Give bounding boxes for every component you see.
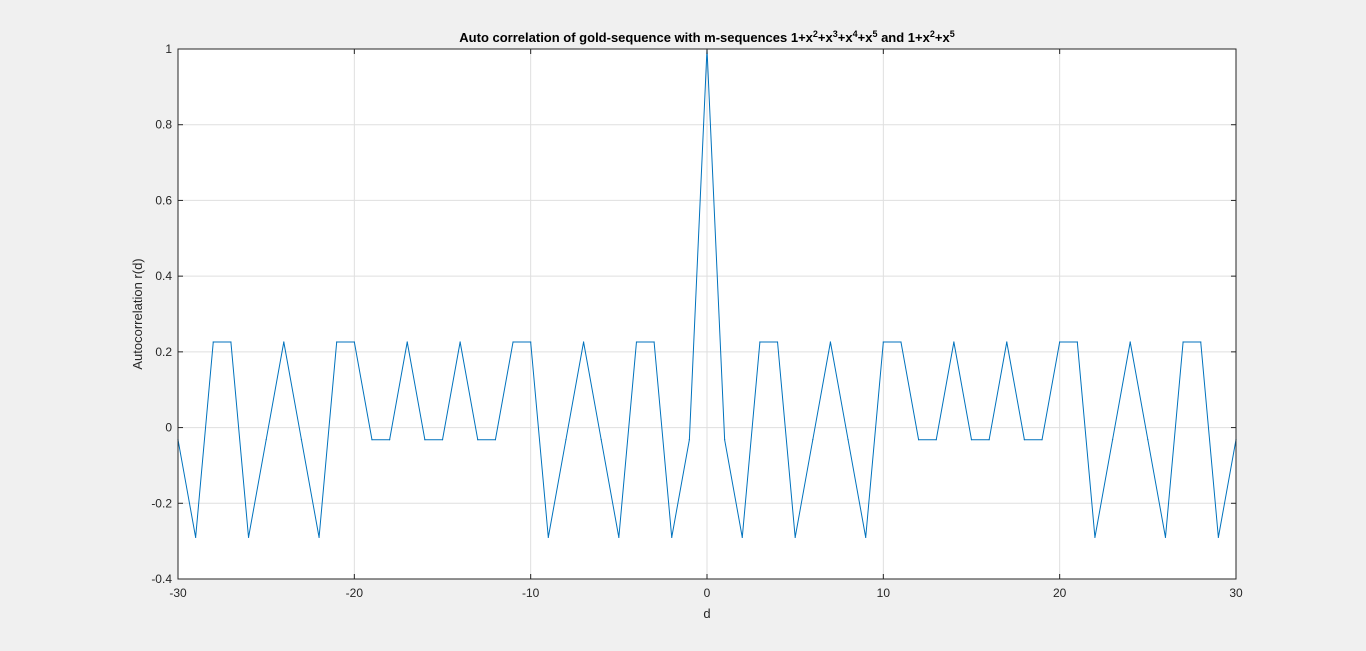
data-point: [195, 536, 197, 538]
data-point: [953, 341, 955, 343]
data-point: [741, 536, 743, 538]
data-point: [600, 439, 602, 441]
data-point: [547, 536, 549, 538]
data-point: [530, 341, 532, 343]
data-point: [212, 341, 214, 343]
title-superscript: 2: [813, 29, 818, 39]
data-point: [353, 341, 355, 343]
data-point: [230, 341, 232, 343]
x-tick-label: 30: [1229, 586, 1243, 600]
title-segment: and 1+x: [877, 30, 930, 45]
title-superscript: 4: [853, 29, 858, 39]
title-segment: +x: [858, 30, 874, 45]
x-tick-label: -20: [346, 586, 364, 600]
title-segment: +x: [838, 30, 854, 45]
data-point: [970, 439, 973, 441]
x-tick-label: 0: [704, 586, 711, 600]
data-point: [776, 341, 779, 343]
x-tick-label: 10: [877, 586, 891, 600]
y-tick-label: 1: [165, 42, 172, 56]
data-point: [1182, 341, 1184, 343]
y-tick-label: -0.4: [151, 572, 172, 586]
data-point: [494, 439, 496, 441]
title-superscript: 2: [930, 29, 935, 39]
data-point: [653, 341, 655, 343]
title-segment: Auto correlation of gold-sequence with m…: [459, 30, 813, 45]
data-point: [1076, 341, 1078, 343]
data-point: [1006, 341, 1008, 343]
data-point: [988, 439, 990, 441]
data-point: [671, 536, 673, 538]
data-point: [424, 439, 426, 441]
data-point: [1129, 341, 1131, 343]
x-tick-label: -10: [522, 586, 540, 600]
data-point: [829, 341, 832, 343]
x-tick-label: -30: [169, 586, 187, 600]
title-superscript: 5: [872, 29, 877, 39]
y-tick-label: 0.8: [155, 118, 172, 132]
data-point: [477, 439, 479, 441]
title-superscript: 3: [833, 29, 838, 39]
data-point: [300, 439, 303, 441]
data-point: [406, 341, 408, 343]
y-tick-label: 0.6: [155, 193, 172, 207]
data-point: [1023, 439, 1025, 441]
data-point: [1041, 439, 1043, 441]
tick-labels: -30 -20 -10 0 10 20 30 -0.4 -0.2 0 0.2 0.4 0.6 0.8 1: [151, 42, 1243, 600]
data-point: [336, 341, 338, 343]
data-point: [1147, 439, 1149, 441]
data-point: [900, 341, 902, 343]
data-point: [688, 439, 690, 441]
y-tick-label: 0.4: [155, 269, 172, 283]
data-point: [794, 536, 796, 538]
title-segment: +x: [818, 30, 834, 45]
data-point: [635, 341, 638, 343]
data-point: [582, 341, 585, 343]
data-point: [565, 439, 567, 441]
y-tick-label: -0.2: [151, 496, 172, 510]
x-tick-label: 20: [1053, 586, 1067, 600]
data-point: [459, 341, 461, 343]
data-point: [371, 439, 373, 441]
y-axis-label: Autocorrelation r(d): [130, 258, 145, 369]
data-point: [265, 439, 267, 441]
data-point: [1111, 439, 1114, 441]
data-point: [1094, 536, 1096, 538]
data-point: [812, 439, 814, 441]
data-point: [389, 439, 391, 441]
title-segment: +x: [935, 30, 951, 45]
data-point: [865, 536, 867, 538]
data-point: [247, 536, 250, 538]
y-tick-label: 0: [165, 421, 172, 435]
data-point: [618, 536, 620, 538]
data-point: [512, 341, 514, 343]
data-point: [1164, 536, 1167, 538]
title-superscript: 5: [950, 29, 955, 39]
y-tick-label: 0.2: [155, 345, 172, 359]
axis-ticks: [177, 48, 1237, 580]
data-point: [724, 439, 726, 441]
data-point: [847, 439, 849, 441]
data-point: [918, 439, 920, 441]
data-point: [759, 341, 761, 343]
data-point: [1200, 341, 1202, 343]
data-point: [1059, 341, 1061, 343]
data-point: [935, 439, 937, 441]
data-point: [1217, 536, 1219, 538]
data-point: [441, 439, 444, 441]
data-point: [283, 341, 285, 343]
data-point: [318, 536, 320, 538]
chart-title: Auto correlation of gold-sequence with m…: [459, 29, 954, 45]
data-point: [882, 341, 884, 343]
x-axis-label: d: [703, 606, 710, 621]
